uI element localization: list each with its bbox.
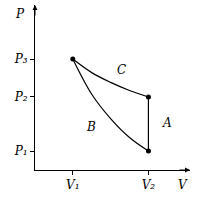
- svg-text:P₂: P₂: [14, 90, 28, 104]
- svg-text:P: P: [15, 7, 25, 21]
- svg-text:P₃: P₃: [14, 52, 28, 66]
- svg-text:V: V: [178, 178, 188, 192]
- svg-text:P₁: P₁: [14, 144, 28, 158]
- svg-text:C: C: [117, 63, 126, 77]
- svg-text:A: A: [162, 116, 172, 130]
- svg-text:B: B: [86, 120, 96, 134]
- svg-text:V₂: V₂: [142, 178, 156, 192]
- svg-text:V₁: V₁: [66, 178, 79, 192]
